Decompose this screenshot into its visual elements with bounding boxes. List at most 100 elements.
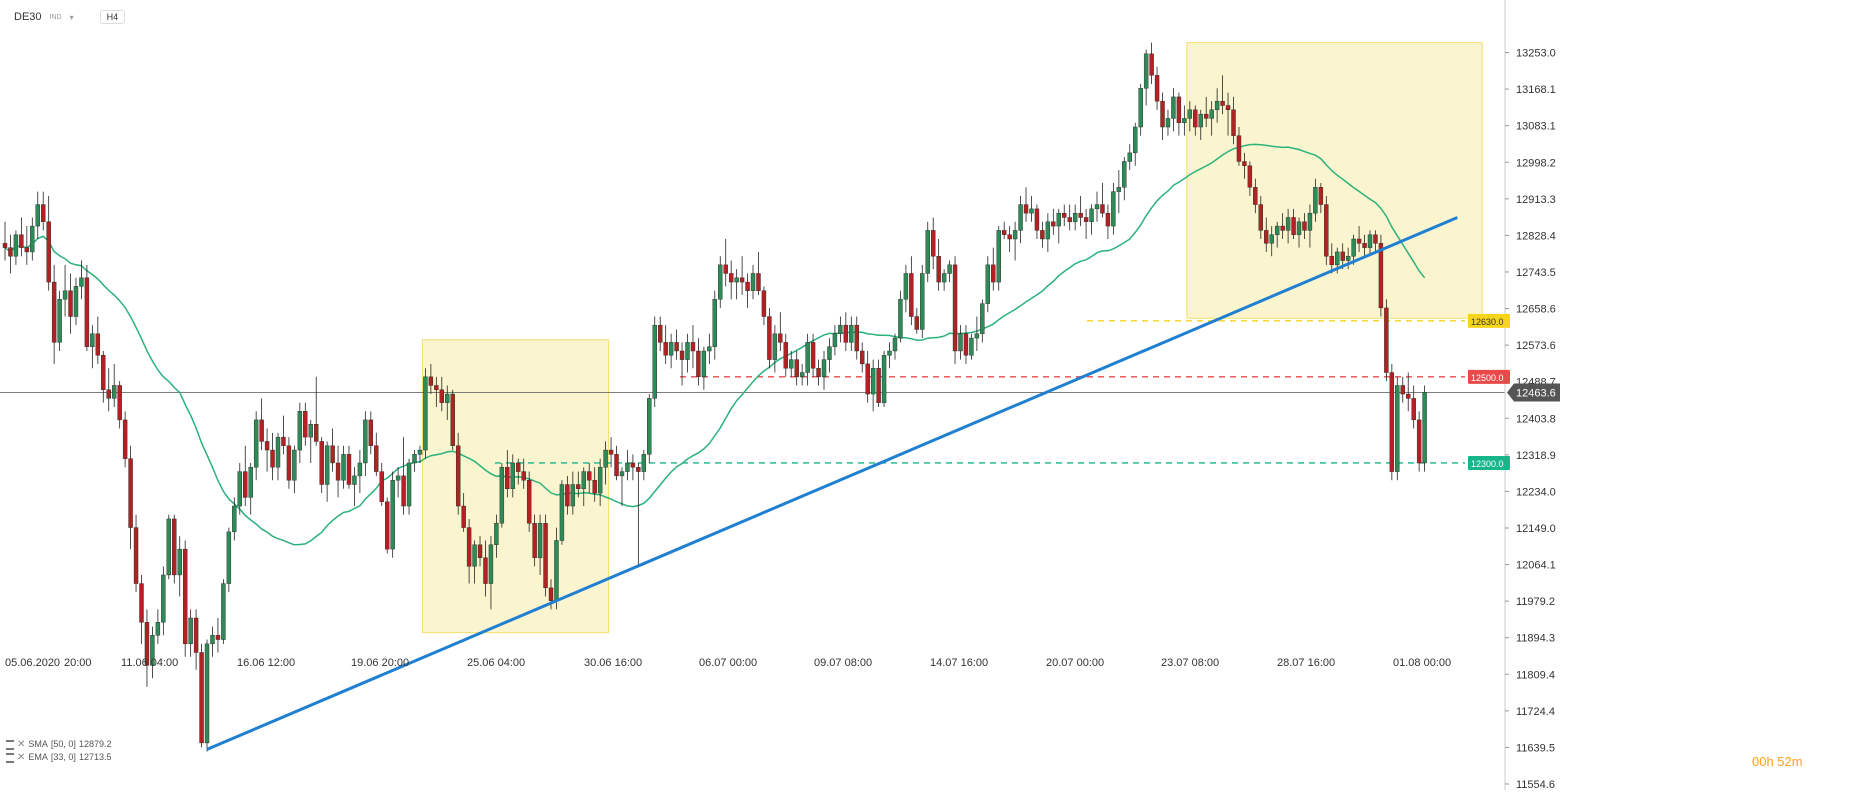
candle — [1100, 183, 1105, 218]
price-tick-label: 12149.0 — [1516, 523, 1556, 535]
candle-body — [1411, 398, 1416, 421]
candle-body — [90, 333, 95, 347]
candle-body — [199, 652, 204, 744]
candle-body — [854, 324, 859, 352]
candle-body — [455, 445, 461, 507]
candle-body — [253, 419, 259, 468]
ema-label: EMA — [28, 752, 48, 762]
candle-body — [445, 393, 450, 403]
candle — [526, 471, 532, 532]
candle — [756, 251, 761, 295]
candle-body — [614, 454, 619, 477]
candle-body — [297, 411, 303, 451]
candle — [739, 256, 745, 295]
time-tick-label: 20.07 00:00 — [1046, 657, 1104, 669]
candle — [1258, 195, 1264, 240]
close-icon[interactable]: ✕ — [17, 739, 26, 750]
candle — [761, 286, 767, 326]
candle-body — [466, 527, 472, 567]
candle — [565, 475, 570, 515]
ema-line — [4, 143, 1426, 546]
candle — [461, 493, 466, 532]
candle — [2, 221, 8, 261]
candle-body — [79, 277, 84, 287]
candle-body — [1133, 126, 1138, 154]
candle-body — [1258, 204, 1264, 231]
candle — [941, 269, 947, 291]
candle-body — [461, 505, 466, 528]
indicator-sma[interactable]: ✕ SMA [50, 0] 12879.2 — [6, 738, 111, 751]
candle-body — [488, 544, 494, 584]
candle — [1313, 178, 1318, 222]
candle — [838, 316, 843, 343]
candle-body — [330, 445, 335, 464]
candle — [483, 540, 488, 597]
candle-body — [805, 342, 810, 373]
candle-body — [537, 523, 543, 558]
candle-body — [712, 299, 717, 347]
candle-body — [106, 389, 111, 399]
candle-body — [357, 462, 363, 477]
candle-body — [1285, 217, 1291, 231]
candle-body — [477, 544, 483, 558]
candle — [537, 514, 543, 575]
candle-body — [636, 467, 641, 472]
candle — [1034, 204, 1040, 240]
candle-body — [1373, 234, 1378, 244]
candle-body — [1187, 109, 1193, 119]
candle — [952, 256, 958, 364]
candle — [270, 432, 275, 481]
candle — [521, 458, 526, 489]
candle-body — [739, 277, 745, 283]
candle — [248, 462, 253, 515]
settings-icon[interactable] — [6, 752, 14, 763]
candle — [253, 411, 259, 481]
candle-body — [155, 622, 161, 636]
candle-body — [1062, 212, 1067, 218]
candle-body — [1302, 221, 1307, 231]
candle-body — [1214, 100, 1220, 111]
candle-body — [1029, 208, 1034, 214]
time-tick-label: 11.06 04:00 — [121, 657, 178, 669]
candle-body — [117, 385, 122, 421]
candle-body — [543, 523, 548, 589]
candle — [1193, 105, 1198, 136]
candle-body — [1182, 118, 1187, 123]
indicator-ema[interactable]: ✕ EMA [33, 0] 12713.5 — [6, 751, 111, 764]
symbol-label[interactable]: DE30 — [14, 11, 42, 23]
candle-body — [1422, 392, 1427, 464]
candle-body — [259, 419, 264, 442]
candle-body — [1225, 105, 1231, 111]
candle-body — [767, 316, 772, 360]
candle-body — [1203, 113, 1209, 119]
settings-icon[interactable] — [6, 739, 14, 750]
candle — [1291, 208, 1296, 240]
candle — [1062, 204, 1067, 227]
candle-body — [903, 273, 909, 300]
candle — [750, 264, 756, 300]
candle — [281, 415, 286, 455]
candle — [1143, 49, 1149, 106]
chevron-down-icon[interactable]: ▾ — [69, 12, 74, 22]
candle — [827, 338, 832, 373]
candle-body — [548, 587, 554, 601]
candle — [150, 626, 155, 679]
candle-body — [898, 299, 903, 339]
candle — [1209, 101, 1214, 136]
candle — [909, 256, 914, 326]
close-icon[interactable]: ✕ — [17, 752, 26, 763]
sma-value: 12879.2 — [78, 739, 112, 749]
candle-body — [385, 501, 390, 550]
candle-body — [1089, 208, 1094, 222]
candle — [210, 626, 215, 657]
candle — [428, 363, 434, 395]
candle-body — [745, 281, 750, 291]
candle-body — [1247, 165, 1253, 188]
candle-body — [62, 290, 68, 300]
candle — [193, 609, 199, 670]
candle — [1422, 385, 1427, 472]
timeframe-selector[interactable]: H4 — [99, 10, 126, 24]
candle — [308, 419, 313, 463]
time-tick-label: 16.06 12:00 — [237, 657, 295, 669]
